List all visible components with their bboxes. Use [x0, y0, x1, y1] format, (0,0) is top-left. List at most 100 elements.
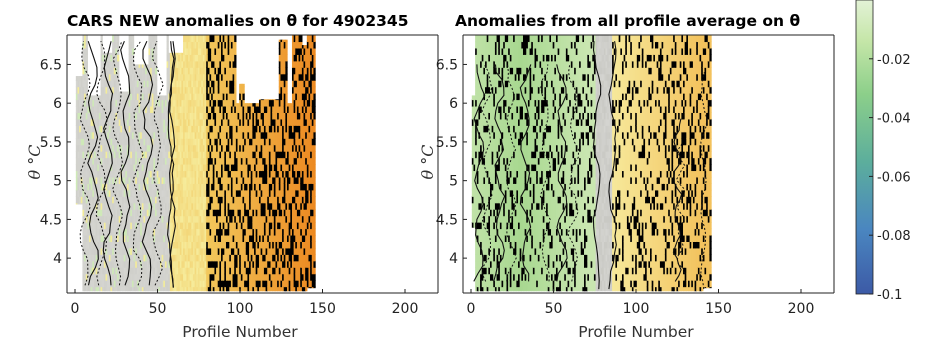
heatmap-cell	[202, 247, 206, 255]
heatmap-cell	[240, 260, 244, 268]
heatmap-cell	[230, 183, 234, 191]
heatmap-cell	[221, 54, 224, 62]
heatmap-cell	[260, 170, 263, 178]
heatmap-cell	[90, 157, 93, 165]
heatmap-cell	[176, 209, 179, 217]
heatmap-cell	[158, 170, 161, 178]
heatmap-cell	[217, 99, 220, 107]
heatmap-cell	[224, 151, 227, 159]
heatmap-cell	[191, 241, 194, 249]
heatmap-cell	[80, 76, 84, 81]
heatmap-cell	[235, 202, 239, 210]
heatmap-cell	[97, 95, 100, 101]
heatmap-cell	[206, 196, 209, 204]
heatmap-cell	[159, 267, 163, 275]
heatmap-cell	[117, 196, 120, 204]
heatmap-cell	[155, 41, 158, 49]
heatmap-cell	[80, 157, 84, 165]
heatmap-cell	[196, 228, 199, 236]
heatmap-cell	[133, 99, 136, 107]
heatmap-cell	[255, 144, 258, 152]
heatmap-cell	[235, 118, 239, 126]
heatmap-cell	[118, 228, 121, 236]
heatmap-cell	[192, 41, 196, 49]
heatmap-cell	[227, 222, 230, 230]
heatmap-cell	[110, 267, 113, 275]
heatmap-cell	[224, 105, 227, 113]
heatmap-cell	[188, 241, 191, 249]
heatmap-cell	[183, 112, 186, 120]
heatmap-cell	[216, 67, 219, 75]
heatmap-cell	[211, 112, 214, 120]
heatmap-cell	[174, 215, 178, 223]
heatmap-cell	[214, 228, 217, 236]
heatmap-cell	[75, 131, 79, 139]
heatmap-cell	[262, 170, 265, 178]
heatmap-cell	[112, 118, 115, 126]
heatmap-cell	[249, 254, 252, 262]
heatmap-cell	[201, 131, 204, 139]
heatmap-cell	[145, 93, 148, 101]
heatmap-cell	[168, 157, 171, 165]
heatmap-cell	[239, 164, 242, 172]
heatmap-cell	[179, 183, 183, 191]
heatmap-cell	[244, 103, 247, 107]
heatmap-cell	[93, 273, 97, 281]
heatmap-cell	[254, 189, 257, 197]
heatmap-cell	[222, 176, 225, 184]
heatmap-cell	[224, 47, 227, 55]
heatmap-cell	[260, 183, 263, 191]
heatmap-cell	[209, 54, 212, 62]
heatmap-cell	[136, 67, 140, 75]
heatmap-cell	[209, 118, 212, 126]
heatmap-cell	[128, 105, 131, 113]
heatmap-cell	[135, 228, 138, 236]
heatmap-cell	[140, 105, 143, 113]
heatmap-cell	[115, 144, 118, 152]
heatmap-cell	[133, 131, 136, 139]
heatmap-cell	[145, 196, 148, 204]
heatmap-cell	[100, 183, 103, 191]
heatmap-cell	[90, 247, 93, 255]
heatmap-cell	[235, 286, 239, 292]
heatmap-cell	[95, 105, 98, 113]
heatmap-cell	[156, 260, 159, 268]
heatmap-cell	[227, 209, 230, 217]
heatmap-cell	[250, 267, 253, 275]
heatmap-cell	[90, 267, 93, 275]
heatmap-cell	[176, 215, 179, 223]
heatmap-cell	[148, 164, 151, 172]
heatmap-cell	[120, 105, 123, 113]
heatmap-cell	[219, 73, 222, 81]
heatmap-cell	[141, 144, 145, 152]
heatmap-cell	[249, 273, 252, 281]
heatmap-cell	[156, 222, 159, 230]
heatmap-cell	[176, 157, 179, 165]
heatmap-cell	[260, 209, 263, 217]
heatmap-cell	[237, 176, 240, 184]
heatmap-cell	[202, 164, 206, 172]
heatmap-cell	[80, 144, 84, 152]
heatmap-cell	[257, 170, 260, 178]
heatmap-cell	[191, 151, 194, 159]
heatmap-cell	[77, 118, 80, 126]
heatmap-cell	[191, 267, 194, 275]
heatmap-cell	[192, 60, 196, 68]
heatmap-cell	[207, 202, 211, 210]
heatmap-cell	[117, 54, 120, 62]
heatmap-cell	[166, 86, 169, 94]
heatmap-cell	[206, 286, 209, 292]
heatmap-cell	[105, 131, 108, 139]
heatmap-cell	[232, 209, 235, 217]
heatmap-cell	[136, 247, 140, 255]
heatmap-cell	[146, 273, 150, 281]
heatmap-cell	[197, 131, 201, 139]
heatmap-cell	[192, 286, 196, 292]
heatmap-cell	[155, 86, 158, 94]
heatmap-cell	[135, 286, 138, 292]
heatmap-cell	[161, 241, 164, 249]
heatmap-cell	[191, 86, 194, 94]
heatmap-cell	[216, 138, 219, 146]
heatmap-cell	[229, 112, 232, 120]
heatmap-cell	[108, 189, 112, 197]
